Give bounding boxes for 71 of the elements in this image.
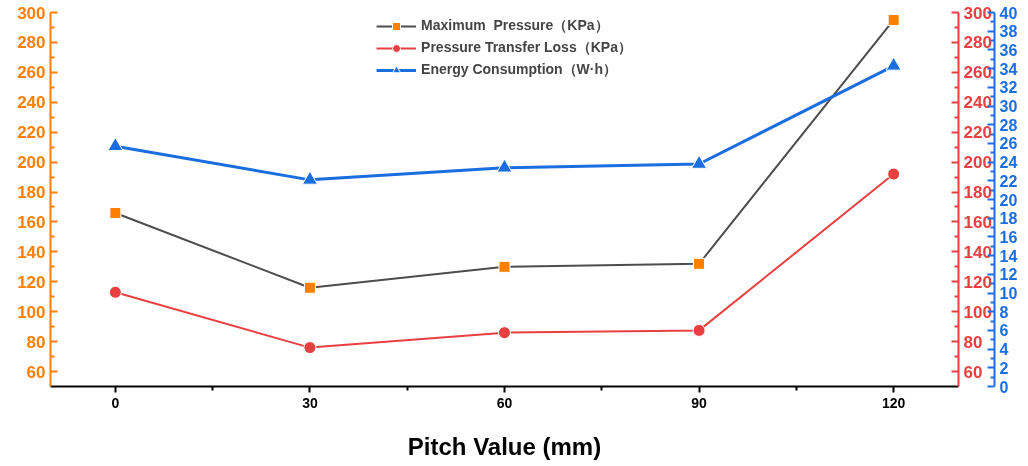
y-tick-label: 300 <box>17 3 46 23</box>
point <box>107 137 124 152</box>
y-tick-label: 100 <box>17 302 46 322</box>
y3-tick-label: 34 <box>999 60 1018 78</box>
y3-tick-label: 20 <box>999 191 1018 209</box>
legend-label: Maximum Pressure（KPa） <box>421 17 609 35</box>
y3-tick-label: 8 <box>999 303 1009 321</box>
legend-label: Energy Consumption（W·h） <box>421 61 618 79</box>
y3-tick-label: 14 <box>999 247 1018 265</box>
y3-tick-label: 4 <box>999 341 1009 359</box>
y2-tick-label: 180 <box>963 183 992 203</box>
y3-tick-label: 18 <box>999 210 1018 228</box>
y-tick-label: 260 <box>17 63 46 83</box>
y-tick-label: 180 <box>17 183 46 203</box>
y3-tick-label: 28 <box>999 116 1018 134</box>
y3-tick-label: 6 <box>999 322 1009 340</box>
y3-tick-label: 38 <box>999 23 1018 41</box>
point <box>303 281 316 294</box>
y-tick-label: 120 <box>17 272 46 292</box>
point <box>887 167 901 181</box>
y3-tick-label: 12 <box>999 266 1018 284</box>
y3-tick-label: 10 <box>999 285 1018 302</box>
y2-tick-label: 240 <box>963 93 992 113</box>
y2-tick-label: 300 <box>963 3 992 23</box>
point <box>692 323 706 337</box>
y-tick-label: 200 <box>17 153 46 173</box>
y3-tick-label: 36 <box>999 41 1018 59</box>
y-tick-label: 140 <box>17 242 46 262</box>
y-tick-label: 240 <box>17 93 46 113</box>
y2-tick-label: 160 <box>963 212 992 232</box>
y-tick-label: 160 <box>17 212 46 232</box>
x-tick-label: 0 <box>111 394 120 411</box>
y3-tick-label: 30 <box>999 98 1018 115</box>
y2-tick-label: 120 <box>963 272 992 292</box>
y2-tick-label: 80 <box>963 332 983 352</box>
y3-tick-label: 40 <box>999 4 1018 22</box>
y2-tick-label: 100 <box>963 302 992 322</box>
y2-tick-label: 140 <box>963 242 992 262</box>
x-tick-label: 60 <box>496 394 513 411</box>
point <box>301 170 318 185</box>
y-tick-label: 80 <box>26 332 46 352</box>
legend-label: Pressure Transfer Loss（KPa） <box>421 39 632 57</box>
y3-tick-label: 22 <box>999 172 1018 190</box>
y-tick-label: 60 <box>26 362 46 382</box>
point <box>693 257 706 270</box>
y3-tick-label: 24 <box>999 154 1018 172</box>
y2-tick-label: 260 <box>963 63 992 83</box>
point <box>109 206 122 219</box>
point <box>498 260 511 273</box>
y3-tick-label: 0 <box>999 378 1009 396</box>
point <box>108 285 122 299</box>
y-tick-label: 280 <box>17 33 46 53</box>
x-tick-label: 30 <box>302 394 318 411</box>
y2-tick-label: 60 <box>963 362 983 382</box>
x-axis-title: Pitch Value (mm) <box>407 432 602 460</box>
point <box>691 154 708 169</box>
y3-tick-label: 26 <box>999 135 1018 153</box>
y2-tick-label: 280 <box>963 33 992 53</box>
y2-tick-label: 220 <box>963 123 992 143</box>
y3-tick-label: 2 <box>999 359 1009 377</box>
x-tick-label: 90 <box>691 394 708 411</box>
y3-tick-label: 32 <box>999 79 1018 97</box>
point <box>498 326 511 340</box>
point <box>303 341 317 355</box>
x-tick-label: 120 <box>881 394 906 411</box>
y-tick-label: 220 <box>17 123 46 143</box>
y3-tick-label: 16 <box>999 228 1018 246</box>
point <box>496 158 513 173</box>
point <box>885 56 902 71</box>
y2-tick-label: 200 <box>963 153 992 173</box>
point <box>887 13 900 26</box>
